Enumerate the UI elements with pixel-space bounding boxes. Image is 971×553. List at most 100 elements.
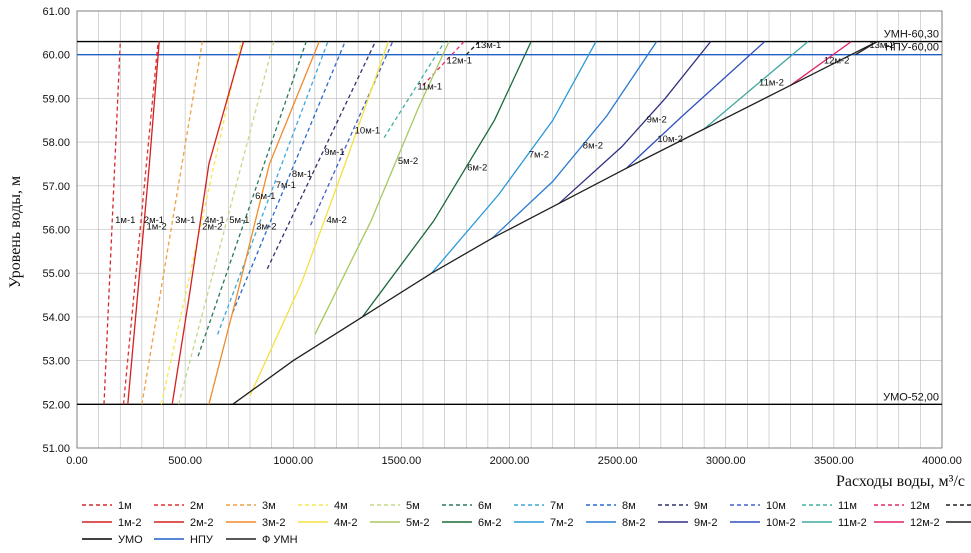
legend-item: 4м-2 bbox=[298, 517, 357, 529]
legend-label: УМО bbox=[118, 534, 143, 546]
legend-label: 4м bbox=[334, 500, 348, 512]
series-1м bbox=[103, 41, 121, 405]
series-11м bbox=[383, 41, 446, 139]
legend-item: 5м bbox=[370, 500, 420, 512]
legend-label: 2м-2 bbox=[190, 517, 213, 529]
series-4м-2 bbox=[249, 41, 390, 396]
legend-label: 11м bbox=[838, 500, 857, 512]
series-7м-2 bbox=[431, 41, 597, 274]
legend-item: 8м bbox=[586, 500, 636, 512]
series-5м-2 bbox=[314, 41, 450, 335]
legend-label: 12м bbox=[910, 500, 930, 512]
series-7м bbox=[216, 41, 329, 335]
series-3м bbox=[141, 41, 204, 405]
series-8м-2 bbox=[491, 41, 658, 239]
legend-item: 12м-2 bbox=[874, 517, 940, 529]
legend-item: 13м-2 bbox=[946, 521, 971, 523]
y-tick-label: 51.00 bbox=[42, 443, 70, 455]
x-tick-label: 3000.00 bbox=[706, 455, 746, 467]
legend-label: 7м-2 bbox=[550, 517, 573, 529]
legend-label: 4м-2 bbox=[334, 517, 357, 529]
series-2м bbox=[122, 41, 159, 405]
curve-label: 8м-2 bbox=[583, 141, 603, 152]
curve-label: 10м-2 bbox=[657, 134, 683, 145]
x-axis-label: Расходы воды, м³/с bbox=[836, 473, 965, 490]
legend-label: 9м bbox=[694, 500, 708, 512]
x-tick-label: 500.00 bbox=[168, 455, 202, 467]
y-tick-label: 52.00 bbox=[42, 399, 70, 411]
series-6м-2 bbox=[361, 41, 532, 318]
plot-frame bbox=[76, 10, 943, 449]
legend-label: 6м bbox=[478, 500, 492, 512]
legend-item: Ф УМН bbox=[226, 534, 298, 546]
curve-label: 8м-1 bbox=[292, 169, 312, 180]
series-12м-2 bbox=[790, 41, 852, 86]
series-12м bbox=[422, 41, 465, 86]
axes: 0.00 500.00 1000.00 1500.00 2000.00 2500.00 30… bbox=[42, 6, 961, 467]
curve-label: 12м-1 bbox=[447, 55, 473, 66]
legend-label: 10м-2 bbox=[766, 517, 796, 529]
legend-item: 10м bbox=[730, 500, 786, 512]
series-10м-2 bbox=[625, 41, 766, 169]
ref-line-label: УМН-60,30 bbox=[884, 29, 939, 41]
curve-label: 6м-2 bbox=[467, 163, 487, 174]
curve-label: 6м-1 bbox=[255, 191, 275, 202]
series-11м-2 bbox=[703, 41, 809, 130]
legend-item: УМО bbox=[82, 534, 143, 546]
legend-label: 2м bbox=[190, 500, 204, 512]
legend-label: 8м bbox=[622, 500, 636, 512]
series-9м bbox=[266, 41, 376, 270]
legend-item: 8м-2 bbox=[586, 517, 645, 529]
y-axis-label: Уровень воды, м bbox=[7, 176, 24, 288]
legend-item: 9м-2 bbox=[658, 517, 717, 529]
series-1м-2 bbox=[127, 41, 160, 405]
curve-label: 5м-1 bbox=[229, 215, 249, 226]
legend-label: 11м-2 bbox=[838, 517, 867, 529]
legend-label: 5м-2 bbox=[406, 517, 429, 529]
y-tick-label: 60.00 bbox=[42, 50, 70, 62]
ref-line-label: НПУ-60,00 bbox=[885, 42, 939, 54]
curve-label: 9м-1 bbox=[324, 147, 344, 158]
legend-item: 1м bbox=[82, 500, 132, 512]
curve-label: 2м-2 bbox=[202, 222, 222, 233]
legend-label: 3м-2 bbox=[262, 517, 285, 529]
legend-label: 7м bbox=[550, 500, 564, 512]
curve-label: 5м-2 bbox=[398, 156, 418, 167]
legend-item: 2м-2 bbox=[154, 517, 213, 529]
series-8м bbox=[232, 41, 346, 313]
x-tick-label: 2000.00 bbox=[490, 455, 530, 467]
legend-label: 6м-2 bbox=[478, 517, 501, 529]
series-10м bbox=[310, 41, 394, 226]
curve-label: 4м-1 bbox=[204, 215, 224, 226]
legend-label: 12м-2 bbox=[910, 517, 940, 529]
legend-label: 5м bbox=[406, 500, 420, 512]
legend-item: 11м-2 bbox=[802, 517, 867, 529]
legend-item: 12м bbox=[874, 500, 930, 512]
curve-label: 13м-2 bbox=[869, 40, 895, 51]
ref-line-label: УМО-52,00 bbox=[883, 391, 939, 403]
x-tick-label: 2500.00 bbox=[598, 455, 638, 467]
legend-item: 3м-2 bbox=[226, 517, 285, 529]
x-tick-label: 0.00 bbox=[66, 455, 87, 467]
y-tick-label: 57.00 bbox=[42, 181, 70, 193]
y-tick-label: 59.00 bbox=[42, 93, 70, 105]
x-tick-label: 3500.00 bbox=[814, 455, 854, 467]
legend-label: Ф УМН bbox=[262, 534, 298, 546]
legend-label: 1м-2 bbox=[118, 517, 141, 529]
series-group bbox=[103, 41, 878, 405]
legend-item: 5м-2 bbox=[370, 517, 429, 529]
curve-label: 1м-2 bbox=[146, 222, 166, 233]
curve-label: 7м-2 bbox=[529, 149, 549, 160]
legend-item: 6м bbox=[442, 500, 492, 512]
legend-item: 11м bbox=[802, 500, 857, 512]
curve-label: 3м-2 bbox=[256, 222, 276, 233]
legend-label: 3м bbox=[262, 500, 276, 512]
legend-label: НПУ bbox=[190, 534, 214, 546]
series-9м-2 bbox=[558, 41, 712, 204]
curve-labels: 1м-1 2м-1 3м-1 4м-1 5м-1 6м-17м-18м-1 9м-1 10м-… bbox=[115, 40, 895, 232]
curve-label: 7м-1 bbox=[276, 180, 296, 191]
x-tick-label: 1500.00 bbox=[381, 455, 421, 467]
legend-item: 7м-2 bbox=[514, 517, 573, 529]
curve-label: 9м-2 bbox=[647, 114, 667, 125]
